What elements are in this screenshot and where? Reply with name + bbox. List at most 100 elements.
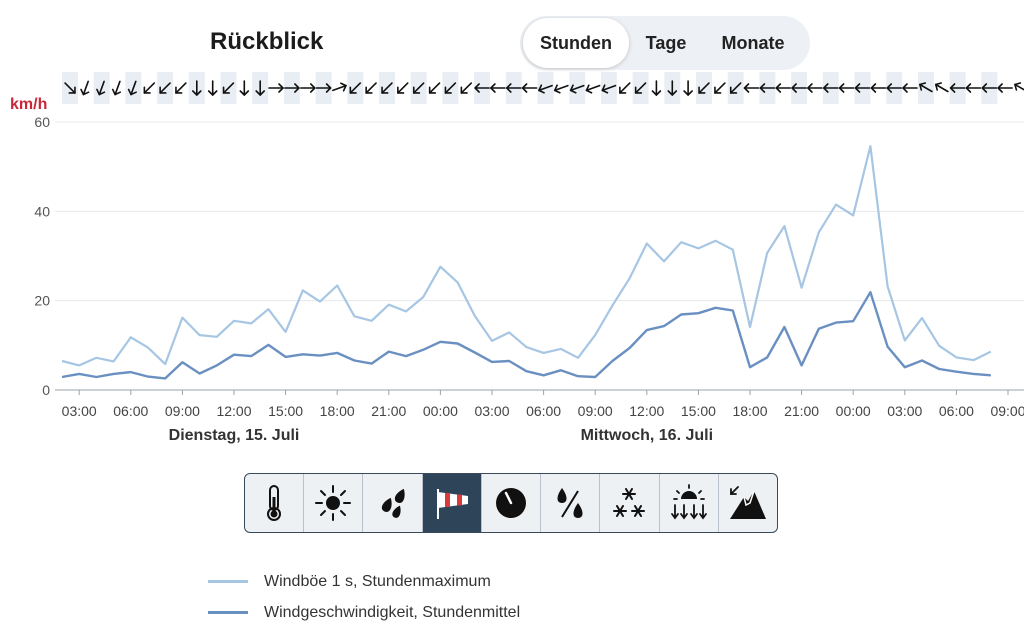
wind-direction-arrow xyxy=(143,82,156,94)
x-axis: 03:00 06:00 09:00 12:00 15:00 18:00 21:00 00:00… xyxy=(62,390,1024,444)
parameter-selector xyxy=(244,473,778,533)
series-gust-line xyxy=(61,144,992,367)
wind-direction-arrow xyxy=(444,82,457,94)
x-tick-label: 00:00 xyxy=(423,403,458,419)
wind-direction-arrow xyxy=(299,83,316,93)
y-tick-label: 20 xyxy=(34,293,50,309)
x-tick-label: 09:00 xyxy=(578,403,613,419)
humidity-icon[interactable] xyxy=(541,474,601,532)
wind-direction-arrow xyxy=(268,83,284,93)
wind-direction-row xyxy=(62,72,1024,104)
sunrise-radiation-icon[interactable] xyxy=(660,474,719,532)
x-tick-label: 06:00 xyxy=(526,403,561,419)
wind-direction-arrow xyxy=(634,82,647,94)
tab-stunden[interactable]: Stunden xyxy=(523,18,629,68)
wind-direction-arrow xyxy=(822,83,839,93)
wind-direction-arrow xyxy=(192,80,202,96)
wind-direction-arrow xyxy=(569,84,585,94)
wind-direction-arrow xyxy=(791,83,807,93)
x-tick-label: 09:00 xyxy=(990,403,1024,419)
x-tick-label: 21:00 xyxy=(371,403,406,419)
legend-label-mean: Windgeschwindigkeit, Stundenmittel xyxy=(264,603,521,621)
wind-direction-arrow xyxy=(683,80,693,96)
legend-swatch-gust xyxy=(208,580,248,583)
wind-direction-arrow xyxy=(505,83,522,93)
wind-direction-arrow xyxy=(349,82,362,94)
x-tick-label: 12:00 xyxy=(629,403,664,419)
wind-direction-arrow xyxy=(1014,82,1024,93)
snowflakes-icon[interactable] xyxy=(600,474,660,532)
wind-direction-arrow xyxy=(96,80,106,96)
wind-direction-arrow xyxy=(870,83,887,93)
thermometer-icon[interactable] xyxy=(245,474,305,532)
wind-direction-arrow xyxy=(759,83,776,93)
y-tick-label: 0 xyxy=(42,382,50,398)
wind-direction-arrow xyxy=(222,82,235,94)
y-tick-label: 40 xyxy=(34,203,50,219)
wind-direction-arrow xyxy=(949,83,966,93)
period-switch: Stunden Tage Monate xyxy=(520,16,810,70)
grid-lines xyxy=(55,121,1024,391)
mountain-foehn-icon[interactable] xyxy=(719,474,777,532)
wind-direction-arrow xyxy=(965,83,982,93)
x-tick-label: 12:00 xyxy=(216,403,251,419)
wind-direction-arrow xyxy=(775,83,792,93)
wind-direction-arrow xyxy=(619,82,631,94)
wind-direction-arrow xyxy=(886,83,903,93)
sun-icon[interactable] xyxy=(304,474,364,532)
wind-direction-arrow xyxy=(412,82,425,94)
wind-direction-arrow xyxy=(127,80,137,96)
wind-direction-arrow xyxy=(239,80,250,96)
wind-direction-arrow xyxy=(538,84,553,94)
x-tick-label: 18:00 xyxy=(320,403,355,419)
x-tick-label: 18:00 xyxy=(732,403,767,419)
series-mean-line xyxy=(61,290,991,380)
y-axis-ticks: 0 20 40 60 xyxy=(34,114,50,398)
wind-direction-arrow xyxy=(428,82,441,94)
wind-direction-arrow xyxy=(902,83,918,93)
y-tick-label: 60 xyxy=(34,114,50,130)
wind-direction-arrow xyxy=(743,83,760,93)
wind-direction-arrow xyxy=(397,82,409,94)
day-label: Dienstag, 15. Juli xyxy=(169,427,300,444)
tab-monate[interactable]: Monate xyxy=(721,32,785,53)
pressure-gauge-icon[interactable] xyxy=(482,474,542,532)
wind-direction-arrow xyxy=(729,82,742,94)
x-tick-label: 03:00 xyxy=(62,403,97,419)
wind-direction-arrow xyxy=(521,83,538,93)
wind-direction-arrow xyxy=(365,82,377,94)
series-lines xyxy=(61,144,992,380)
x-tick-label: 15:00 xyxy=(268,403,303,419)
wind-direction-arrow xyxy=(175,82,187,94)
wind-direction-arrow xyxy=(714,82,726,94)
legend-item-gust[interactable]: Windböe 1 s, Stundenmaximum xyxy=(208,566,520,597)
wind-direction-arrow xyxy=(474,83,490,93)
windsock-icon[interactable] xyxy=(422,474,482,532)
x-tick-label: 00:00 xyxy=(836,403,871,419)
x-tick-label: 03:00 xyxy=(474,403,509,419)
wind-direction-arrow xyxy=(807,83,823,93)
day-label: Mittwoch, 16. Juli xyxy=(581,427,713,444)
wind-direction-arrow xyxy=(919,82,933,93)
wind-direction-arrow xyxy=(651,80,662,96)
x-tick-label: 15:00 xyxy=(681,403,716,419)
legend-item-mean[interactable]: Windgeschwindigkeit, Stundenmittel xyxy=(208,597,520,628)
wind-direction-arrow xyxy=(381,82,393,94)
wind-direction-arrow xyxy=(981,83,998,93)
page-title: Rückblick xyxy=(210,28,324,55)
wind-direction-arrow xyxy=(934,82,949,93)
wind-direction-arrow xyxy=(838,83,855,93)
wind-direction-arrow xyxy=(601,84,617,94)
wind-direction-arrow xyxy=(490,83,506,93)
wind-direction-arrow xyxy=(255,80,266,96)
tab-tage[interactable]: Tage xyxy=(645,32,687,53)
wind-chart: km/h 0 20 40 60 03:00 06:00 09:00 12:00 15:00 18… xyxy=(10,72,1024,444)
y-axis-unit: km/h xyxy=(10,96,47,113)
wind-direction-arrow xyxy=(698,82,710,94)
wind-direction-arrow xyxy=(64,82,76,94)
raindrops-icon[interactable] xyxy=(363,474,423,532)
x-tick-label: 03:00 xyxy=(887,403,922,419)
x-tick-label: 09:00 xyxy=(165,403,200,419)
x-tick-label: 06:00 xyxy=(939,403,974,419)
wind-direction-arrow xyxy=(553,84,569,94)
